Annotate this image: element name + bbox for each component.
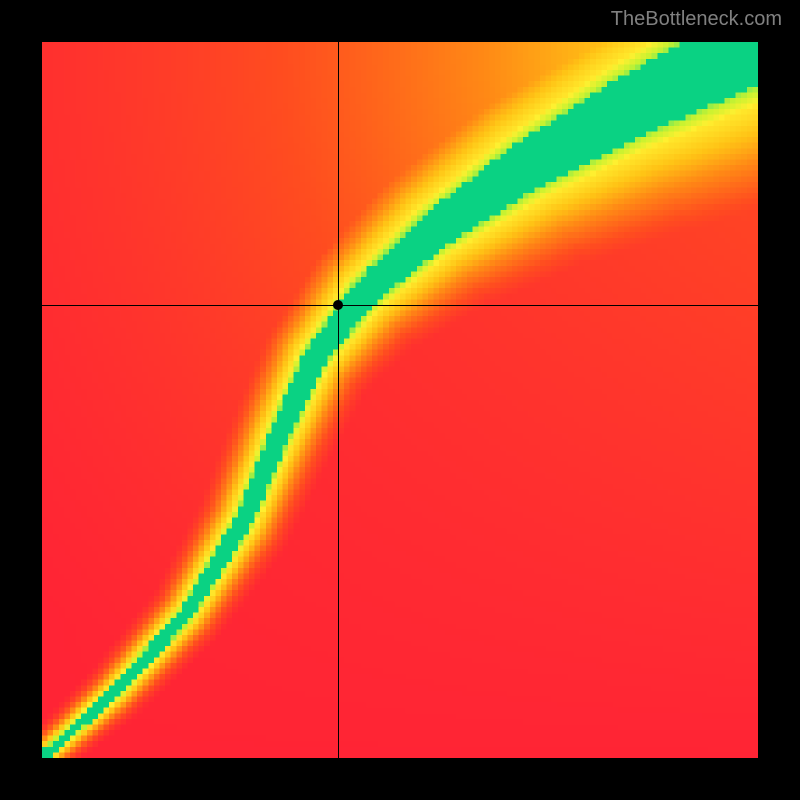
plot-area [42, 42, 758, 758]
watermark-text: TheBottleneck.com [611, 8, 782, 31]
crosshair-marker [333, 300, 343, 310]
chart-container: TheBottleneck.com [0, 0, 800, 800]
heatmap-canvas [42, 42, 758, 758]
crosshair-vertical [338, 42, 339, 758]
crosshair-horizontal [42, 305, 758, 306]
